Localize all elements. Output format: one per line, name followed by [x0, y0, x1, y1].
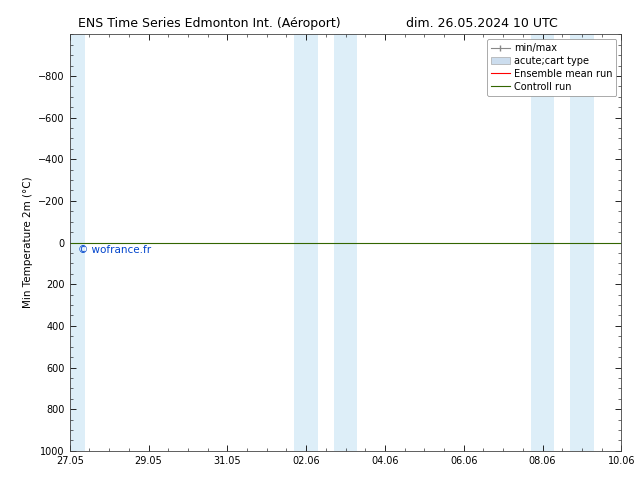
- Text: © wofrance.fr: © wofrance.fr: [78, 245, 151, 255]
- Y-axis label: Min Temperature 2m (°C): Min Temperature 2m (°C): [23, 177, 33, 308]
- Bar: [294, 34, 318, 451]
- Bar: [570, 34, 593, 451]
- Legend: min/max, acute;cart type, Ensemble mean run, Controll run: min/max, acute;cart type, Ensemble mean …: [487, 39, 616, 96]
- Bar: [333, 34, 358, 451]
- Text: ENS Time Series Edmonton Int. (Aéroport): ENS Time Series Edmonton Int. (Aéroport): [78, 17, 340, 30]
- Bar: [70, 34, 86, 451]
- Text: dim. 26.05.2024 10 UTC: dim. 26.05.2024 10 UTC: [406, 17, 558, 30]
- Bar: [531, 34, 554, 451]
